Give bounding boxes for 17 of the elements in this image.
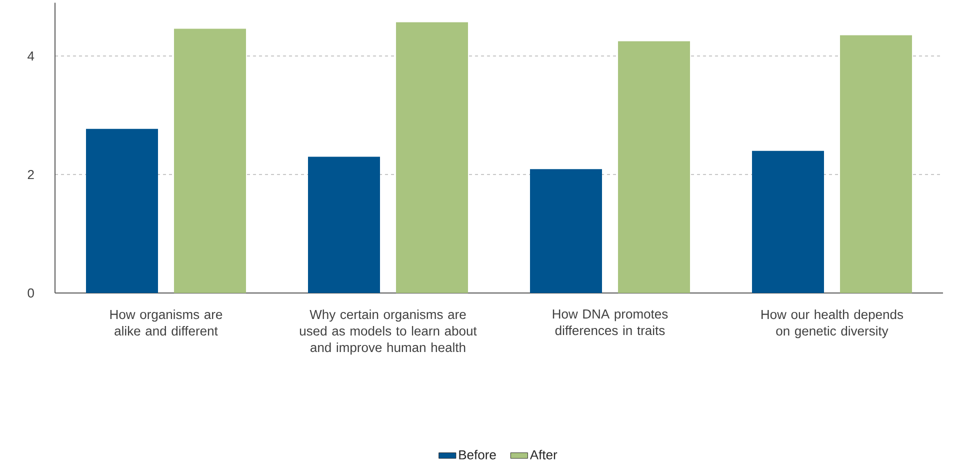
- x-tick-label: Why certain organisms are used as models to learn about and improve human health: [300, 310, 477, 355]
- bar: [308, 156, 380, 293]
- bar: [396, 22, 468, 293]
- bar: [86, 128, 158, 293]
- x-tick-label: How our health depends on genetic diversity: [762, 310, 904, 338]
- bar: [530, 169, 602, 293]
- x-tick-label: How DNA promotes differences in traits: [552, 310, 668, 336]
- y-tick-label: 4: [28, 52, 34, 60]
- bar: [840, 35, 912, 293]
- y-tick-label: 0: [28, 288, 34, 298]
- bar: [174, 28, 246, 293]
- y-tick-label: 2: [28, 170, 34, 180]
- legend-label: After: [530, 450, 558, 460]
- legend-label: Before: [459, 450, 496, 460]
- bar: [752, 150, 824, 293]
- bar: [618, 41, 690, 293]
- x-tick-label: How organisms are alike and different: [110, 310, 222, 336]
